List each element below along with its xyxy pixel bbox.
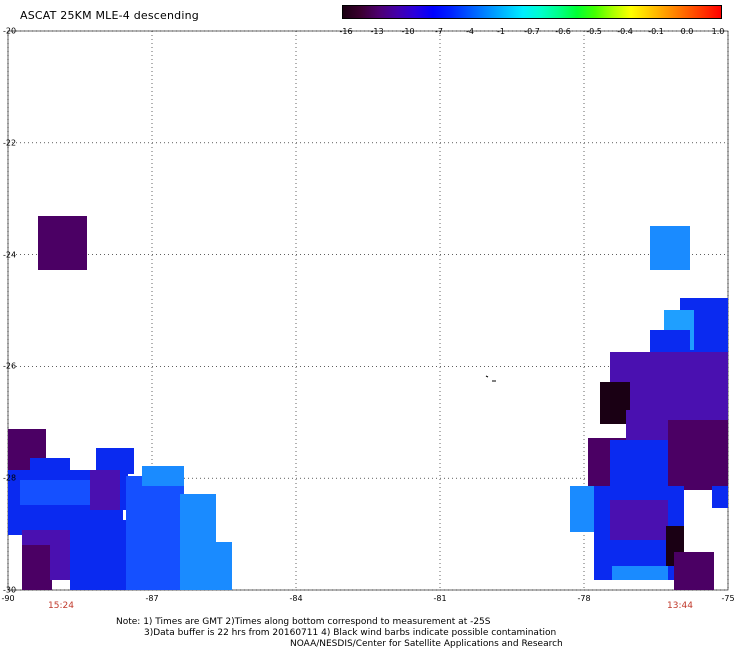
note-line-3: NOAA/NESDIS/Center for Satellite Applica… <box>290 639 563 649</box>
swath-cell <box>142 466 184 486</box>
lat-tick-label: -26 <box>3 361 17 371</box>
colorbar-label: -0.5 <box>586 27 602 36</box>
lon-tick-label: -84 <box>289 594 303 603</box>
note-line-2: 3)Data buffer is 22 hrs from 20160711 4)… <box>144 628 557 638</box>
swath-cell <box>600 382 630 424</box>
colorbar-label: -7 <box>435 27 443 36</box>
swath-cell <box>612 566 668 580</box>
grid-lines <box>7 30 729 591</box>
swath-cell <box>712 486 728 508</box>
colorbar-label: -0.4 <box>617 27 633 36</box>
lon-tick-label: -78 <box>577 594 591 603</box>
small-barb-marks <box>485 375 496 382</box>
swath-cell <box>38 262 52 270</box>
swath-cell <box>96 448 134 474</box>
swath-cell <box>610 500 668 540</box>
swath-cell <box>210 542 232 590</box>
colorbar-label: -16 <box>339 27 353 36</box>
lat-tick-label: -24 <box>3 250 17 260</box>
swath-cell <box>90 470 120 510</box>
lat-tick-label: -30 <box>3 585 17 595</box>
colorbar <box>342 5 722 19</box>
note-line-1: Note: 1) Times are GMT 2)Times along bot… <box>116 617 491 627</box>
lon-tick-label: -81 <box>433 594 447 603</box>
colorbar-label: 0.0 <box>680 27 694 36</box>
time-label-right: 13:44 <box>667 601 693 611</box>
swath-cell <box>650 226 690 270</box>
time-label-left: 15:24 <box>48 601 74 611</box>
lat-tick-label: -20 <box>3 26 17 36</box>
lon-tick-label: -87 <box>145 594 159 603</box>
swath-cell <box>38 216 87 270</box>
colorbar-label: -1 <box>497 27 505 36</box>
swath-cell <box>70 520 130 590</box>
lon-tick-label: -75 <box>721 594 735 603</box>
map-title: ASCAT 25KM MLE-4 descending <box>20 9 199 22</box>
lat-tick-label: -22 <box>3 138 17 148</box>
lon-tick-label: -90 <box>1 594 15 603</box>
lat-tick-label: -28 <box>3 473 17 483</box>
swath-cell <box>668 420 728 490</box>
colorbar-label: -0.1 <box>648 27 664 36</box>
colorbar-label: -0.6 <box>555 27 571 36</box>
colorbar-label: -10 <box>401 27 415 36</box>
swath-cell <box>126 476 184 590</box>
colorbar-label: -13 <box>370 27 384 36</box>
wind-swaths <box>8 216 728 590</box>
colorbar-label: -4 <box>466 27 474 36</box>
swath-cell <box>674 552 714 590</box>
swath-cell <box>22 545 52 590</box>
colorbar-label: 1.0 <box>711 27 725 36</box>
colorbar-label: -0.7 <box>524 27 540 36</box>
